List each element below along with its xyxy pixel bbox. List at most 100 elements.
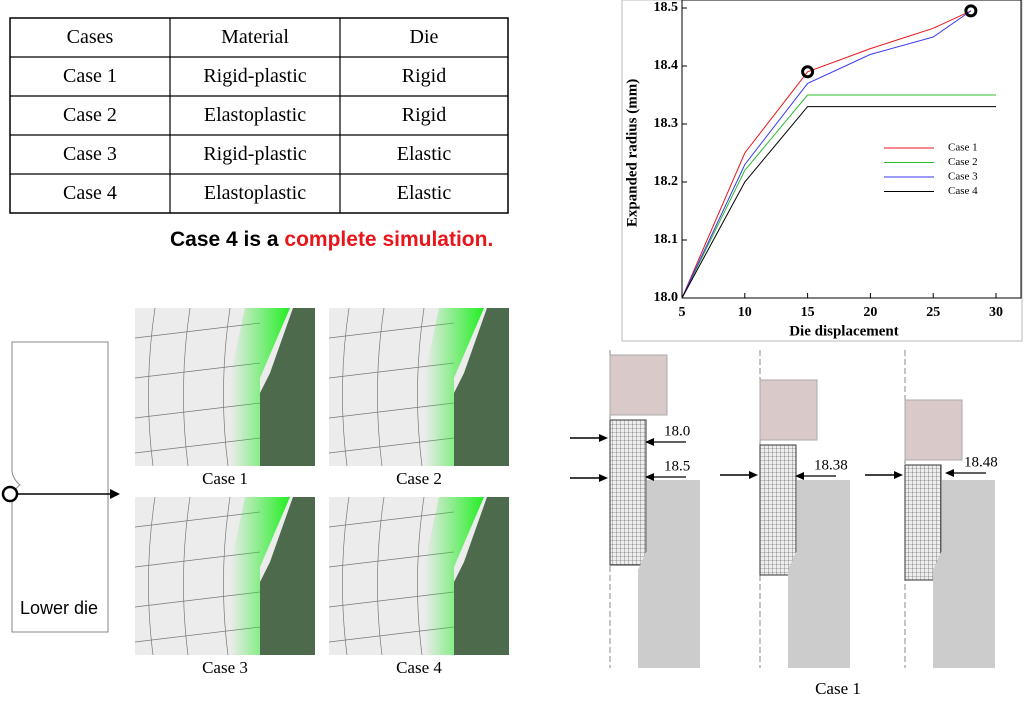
x-axis-label: Die displacement (789, 323, 899, 339)
mesh-line (183, 496, 191, 656)
die (454, 308, 509, 466)
workpiece-mesh (904, 464, 942, 581)
y-axis-label: Expanded radius (mm) (624, 79, 640, 227)
table-cell: Elastoplastic (204, 182, 306, 204)
series-line (681, 94, 996, 299)
tile-label: Case 1 (202, 469, 248, 488)
x-tick-label: 5 (679, 305, 686, 320)
y-tick-label: 18.2 (654, 174, 679, 189)
mesh-line (342, 307, 350, 467)
x-tick-label: 15 (801, 305, 815, 320)
highlight-marker (964, 4, 978, 18)
tile-label: Case 4 (396, 658, 442, 677)
table-cell: Rigid-plastic (203, 143, 306, 165)
y-tick-label: 18.3 (654, 116, 679, 131)
mesh-line (223, 496, 231, 656)
mesh-line (134, 511, 261, 528)
legend-label: Case 2 (948, 156, 978, 168)
die-label: Lower die (20, 598, 98, 618)
mesh-line (377, 496, 385, 656)
table-cell: Case 4 (63, 182, 117, 204)
stage-caption: Case 1 (815, 679, 861, 698)
arrow-head (599, 474, 608, 482)
mesh-line (183, 307, 191, 467)
mesh-line (342, 496, 350, 656)
mesh-tile (328, 496, 509, 656)
table-cell: Die (410, 26, 439, 48)
series-line (681, 10, 972, 299)
punch (904, 399, 963, 461)
table-cell: Case 3 (63, 143, 117, 165)
radius-label: 18.48 (964, 454, 998, 470)
lower-die (788, 480, 850, 668)
mesh-line (377, 307, 385, 467)
legend-label: Case 1 (948, 142, 978, 154)
arrow-head (894, 471, 903, 479)
arrow-head (645, 473, 654, 481)
mesh-line (134, 322, 261, 339)
mesh-line (148, 496, 156, 656)
die-outline (11, 341, 109, 633)
chart-frame (621, 0, 1023, 342)
table-cell: Rigid (402, 65, 446, 87)
marker (1, 485, 19, 503)
arrow-head (749, 471, 758, 479)
tile-label: Case 2 (396, 469, 442, 488)
arrow-head (945, 469, 954, 477)
lower-die (638, 480, 700, 668)
series-line (681, 106, 996, 299)
table-cell: Elastic (397, 182, 452, 204)
x-tick-label: 30 (989, 305, 1003, 320)
legend-label: Case 4 (948, 185, 978, 197)
table-cell: Cases (67, 26, 114, 48)
punch (609, 354, 668, 416)
mesh-tile (134, 307, 315, 467)
arrow-head (795, 472, 804, 480)
table-border (9, 17, 509, 214)
mesh-tile (134, 496, 315, 656)
arrow-head (599, 434, 608, 442)
table-cell: Elastoplastic (204, 104, 306, 126)
caption: Case 4 is a complete simulation. (170, 228, 493, 251)
tile-label: Case 3 (202, 658, 248, 677)
contact-band (424, 497, 484, 655)
table-cell: Case 1 (63, 65, 117, 87)
series-line (681, 10, 972, 299)
radius-label: 18.0 (664, 423, 690, 439)
die (454, 497, 509, 655)
arrow-head (645, 438, 654, 446)
highlight-marker (801, 65, 815, 79)
y-tick-label: 18.4 (654, 58, 679, 73)
mesh-line (223, 307, 231, 467)
radius-label: 18.38 (814, 457, 848, 473)
contact-band (230, 497, 290, 655)
caption-part: Case 4 is a (170, 228, 284, 251)
legend-label: Case 3 (948, 171, 978, 183)
x-tick-label: 20 (863, 305, 877, 320)
x-tick-label: 25 (926, 305, 940, 320)
lower-die (933, 480, 995, 668)
contact-band (230, 308, 290, 466)
table-cell: Elastic (397, 143, 452, 165)
die (260, 308, 315, 466)
mesh-line (417, 307, 425, 467)
mesh-line (148, 307, 156, 467)
mesh-line (417, 496, 425, 656)
x-tick-label: 10 (738, 305, 752, 320)
mesh-line (328, 322, 455, 339)
table-cell: Material (221, 26, 289, 48)
y-tick-label: 18.1 (654, 232, 679, 247)
mesh-line (328, 511, 455, 528)
plot-area (681, 0, 1022, 299)
workpiece-mesh (609, 419, 647, 566)
workpiece-mesh (759, 444, 797, 576)
mesh-tile (328, 307, 509, 467)
y-tick-label: 18.0 (654, 290, 679, 305)
contact-band (424, 308, 484, 466)
table-cell: Rigid (402, 104, 446, 126)
radius-label: 18.5 (664, 458, 690, 474)
punch (759, 379, 818, 441)
arrow-head (110, 489, 120, 499)
